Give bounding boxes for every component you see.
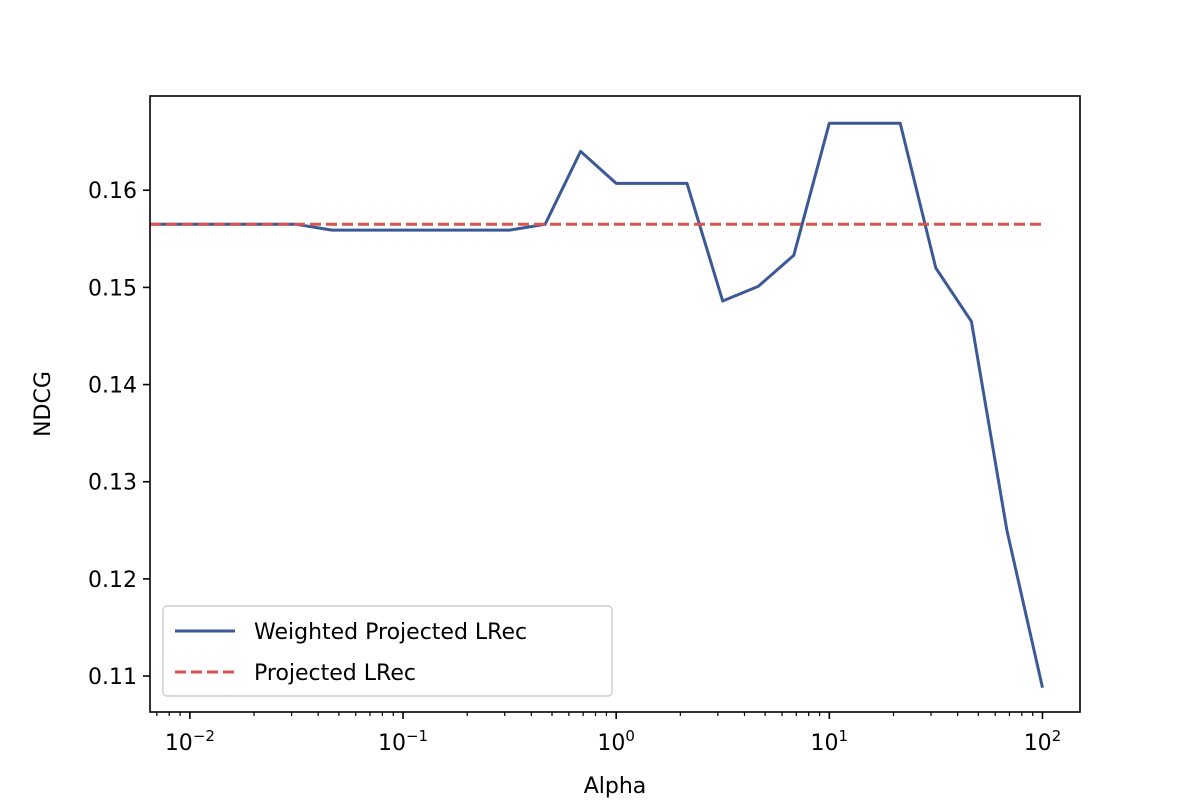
legend-label-projected-lrec: Projected LRec <box>254 661 416 686</box>
y-tick-label: 0.16 <box>88 179 137 204</box>
x-tick-label: 102 <box>1024 727 1062 756</box>
x-tick-label: 10−1 <box>378 727 428 756</box>
legend-box <box>162 605 613 697</box>
y-tick-label: 0.12 <box>88 568 137 593</box>
y-axis: 0.11 0.12 0.13 0.14 0.15 0.16 <box>88 179 150 690</box>
x-tick-label: 100 <box>597 727 635 756</box>
legend-label-weighted-projected-lrec: Weighted Projected LRec <box>254 620 527 645</box>
y-tick-label: 0.14 <box>88 374 137 399</box>
y-tick-label: 0.11 <box>88 665 137 690</box>
x-axis: 10−2 10−1 100 101 102 <box>156 712 1062 756</box>
x-axis-label: Alpha <box>584 774 647 799</box>
y-axis-label: NDCG <box>31 371 56 437</box>
plot-area <box>150 121 1044 689</box>
x-tick-label: 101 <box>811 727 849 756</box>
axes-frame <box>149 95 1081 713</box>
y-tick-label: 0.13 <box>88 471 137 496</box>
x-tick-label: 10−2 <box>165 727 215 756</box>
y-tick-label: 0.15 <box>88 276 137 301</box>
legend: Weighted Projected LRec Projected LRec <box>162 605 613 697</box>
